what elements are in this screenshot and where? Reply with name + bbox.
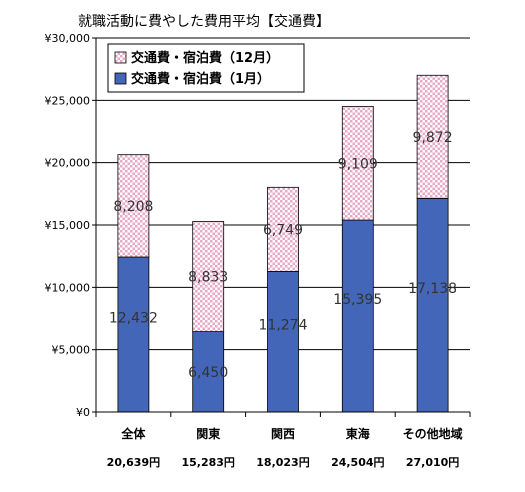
bar-segment-december xyxy=(416,74,449,199)
bar-segment-january xyxy=(416,197,449,413)
total-label: 18,023円 xyxy=(256,456,309,469)
data-label-december: 9,872 xyxy=(413,130,453,146)
y-tick-label: ¥5,000 xyxy=(52,344,91,357)
bar-segment-december xyxy=(192,221,225,332)
data-label-january: 6,450 xyxy=(188,365,228,381)
data-label-january: 17,138 xyxy=(408,281,457,297)
bar-segment-december xyxy=(341,106,374,221)
y-tick-label: ¥25,000 xyxy=(45,94,91,107)
chart-title: 就職活動に費やした費用平均【交通費】 xyxy=(78,13,330,30)
total-label: 15,283円 xyxy=(181,456,234,469)
total-label: 24,504円 xyxy=(331,456,384,469)
y-tick-label: ¥20,000 xyxy=(45,157,91,170)
legend: 交通費・宿泊費（12月） 交通費・宿泊費（1月） xyxy=(107,43,305,93)
data-label-january: 12,432 xyxy=(109,311,158,327)
bar-segment-december xyxy=(267,186,299,272)
data-label-december: 6,749 xyxy=(263,222,303,238)
x-tick-label: 関西 xyxy=(271,427,295,441)
x-tick-label: その他地域 xyxy=(403,426,463,441)
total-label: 27,010円 xyxy=(406,456,459,469)
legend-box xyxy=(107,43,305,93)
data-label-january: 15,395 xyxy=(333,292,382,308)
bar-segment-january xyxy=(117,256,150,413)
data-label-december: 9,109 xyxy=(338,156,378,172)
bar-segment-january xyxy=(192,331,225,413)
y-tick-label: ¥0 xyxy=(76,406,90,419)
bar-segment-december xyxy=(117,154,150,258)
y-tick-label: ¥10,000 xyxy=(45,281,91,294)
data-label-december: 8,208 xyxy=(113,199,153,215)
legend-label: 交通費・宿泊費（1月） xyxy=(131,71,270,87)
legend-label: 交通費・宿泊費（12月） xyxy=(131,50,279,66)
x-axis: 全体 20,639円 関東 15,283円 関西 18,023円 東海 24,504円 その他地… xyxy=(95,411,471,469)
total-label: 20,639円 xyxy=(107,456,160,469)
bar-segment-january xyxy=(267,271,299,413)
y-tick-label: ¥15,000 xyxy=(45,219,91,232)
x-tick-label: 東海 xyxy=(346,426,370,441)
bars: 12,432 8,208 6,450 8,833 11,274 6,749 15,395 9,… xyxy=(109,74,457,413)
legend-swatch xyxy=(114,51,127,64)
legend-swatch xyxy=(114,72,127,85)
data-label-january: 11,274 xyxy=(259,318,308,334)
y-tick-label: ¥30,000 xyxy=(45,32,91,45)
data-label-december: 8,833 xyxy=(188,270,228,286)
x-tick-label: 全体 xyxy=(120,426,146,441)
bar-segment-january xyxy=(341,219,374,413)
y-axis: ¥0 ¥5,000 ¥10,000 ¥15,000 ¥20,000 ¥25,000 ¥30,… xyxy=(45,32,97,419)
x-tick-label: 関東 xyxy=(196,426,220,441)
